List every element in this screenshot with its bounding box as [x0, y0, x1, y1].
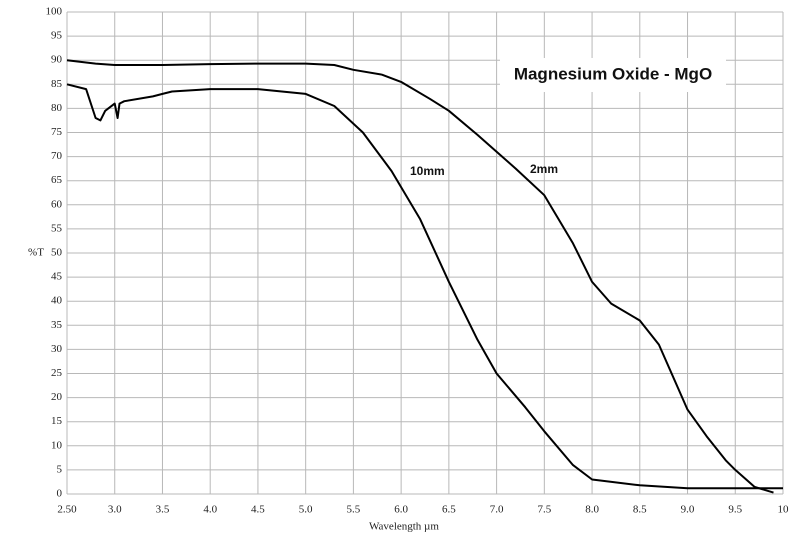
x-tick-label: 8.0: [585, 504, 599, 516]
y-tick-label: 30: [51, 343, 63, 355]
y-tick-label: 0: [57, 488, 63, 500]
y-tick-label: 5: [57, 463, 63, 475]
y-tick-label: 85: [51, 78, 63, 90]
y-tick-label: 65: [51, 174, 63, 186]
x-tick-label: 4.0: [203, 504, 217, 516]
x-tick-label: 9.0: [681, 504, 695, 516]
y-tick-label: 75: [51, 126, 63, 138]
x-axis-label: Wavelength µm: [369, 521, 439, 533]
y-tick-label: 55: [51, 222, 63, 234]
x-tick-label: 6.5: [442, 504, 456, 516]
x-tick-label: 2.50: [57, 504, 77, 516]
y-tick-label: 70: [51, 150, 63, 162]
x-tick-label: 6.0: [394, 504, 408, 516]
data-line: [66, 59, 774, 494]
data-line: [66, 83, 783, 490]
y-tick-label: 100: [46, 6, 63, 18]
x-tick-label: 10: [778, 504, 790, 516]
y-tick-label: 50: [51, 247, 63, 259]
x-tick-label: 9.5: [728, 504, 742, 516]
x-tick-label: 5.0: [299, 504, 313, 516]
y-tick-label: 25: [51, 367, 63, 379]
x-tick-label: 5.5: [347, 504, 361, 516]
y-tick-label: 10: [51, 439, 63, 451]
y-tick-label: 45: [51, 271, 63, 283]
y-axis-label: %T: [28, 247, 44, 259]
series-label: 10mm: [410, 164, 445, 178]
y-tick-label: 20: [51, 391, 63, 403]
x-tick-label: 4.5: [251, 504, 265, 516]
y-tick-label: 60: [51, 198, 63, 210]
y-tick-label: 35: [51, 319, 63, 331]
x-tick-label: 3.5: [156, 504, 170, 516]
series-label: 2mm: [530, 162, 558, 176]
title-box: [500, 58, 726, 92]
y-tick-label: 90: [51, 54, 63, 66]
x-tick-label: 7.5: [537, 504, 551, 516]
x-tick-label: 3.0: [108, 504, 122, 516]
x-tick-label: 7.0: [490, 504, 504, 516]
y-tick-label: 40: [51, 295, 63, 307]
y-tick-label: 15: [51, 415, 63, 427]
y-tick-label: 95: [51, 30, 63, 42]
x-tick-label: 8.5: [633, 504, 647, 516]
y-tick-label: 80: [51, 102, 63, 114]
chart-title: Magnesium Oxide - MgO: [514, 64, 712, 83]
